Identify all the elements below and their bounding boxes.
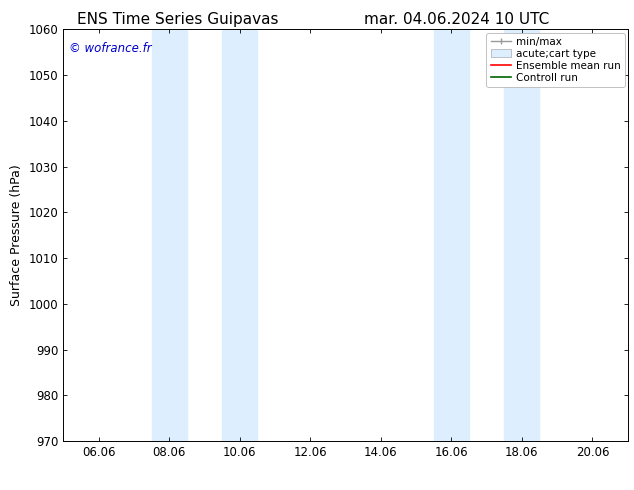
Legend: min/max, acute;cart type, Ensemble mean run, Controll run: min/max, acute;cart type, Ensemble mean …: [486, 32, 624, 87]
Text: mar. 04.06.2024 10 UTC: mar. 04.06.2024 10 UTC: [364, 12, 549, 27]
Text: © wofrance.fr: © wofrance.fr: [69, 42, 152, 55]
Bar: [152, 29, 187, 441]
Y-axis label: Surface Pressure (hPa): Surface Pressure (hPa): [10, 164, 23, 306]
Text: ENS Time Series Guipavas: ENS Time Series Guipavas: [77, 12, 278, 27]
Bar: [504, 29, 540, 441]
Bar: [434, 29, 469, 441]
Bar: [222, 29, 257, 441]
